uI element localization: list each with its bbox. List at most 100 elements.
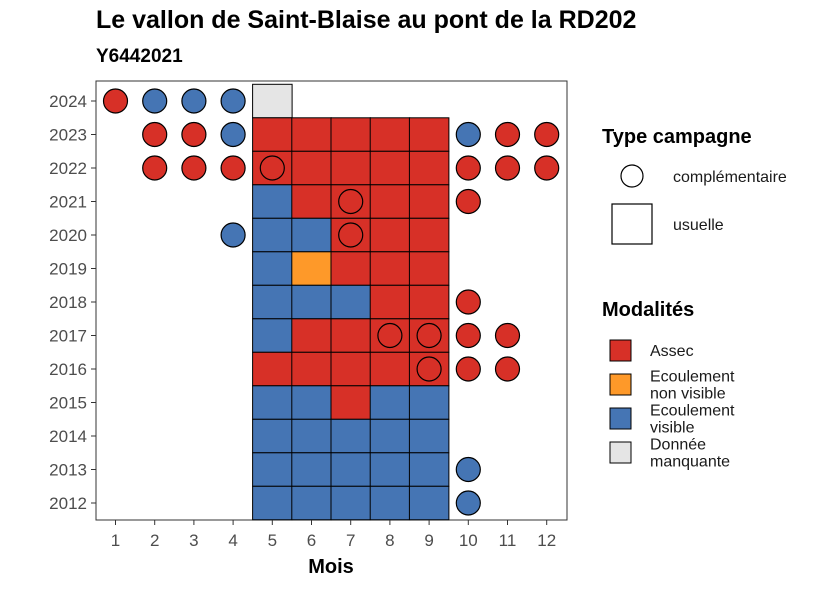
point-2023-2-assec bbox=[142, 121, 168, 148]
point-2021-7-assec bbox=[338, 188, 364, 215]
point-2024-2-ecoulement-visible bbox=[142, 88, 168, 114]
y-tick-label-2016: 2016 bbox=[49, 360, 87, 379]
tile-2024-5-donnee-manquante bbox=[252, 83, 293, 119]
chart-title: Le vallon de Saint-Blaise au pont de la … bbox=[96, 6, 637, 34]
legend-usuelle-key bbox=[611, 203, 653, 245]
point-2024-1-assec bbox=[102, 88, 129, 114]
x-tick-label-2: 2 bbox=[150, 531, 159, 550]
point-2022-4-assec bbox=[220, 155, 246, 181]
point-2016-11-assec bbox=[494, 356, 521, 382]
tile-2021-8-assec bbox=[369, 184, 411, 219]
tile-2013-9-ecoulement-visible bbox=[408, 452, 450, 487]
legend-ecoulement-visible-label: Ecoulement visible bbox=[650, 403, 735, 437]
tile-2013-5-ecoulement-visible bbox=[252, 452, 293, 487]
legend-ecoulement-non-visible-label: Ecoulement non visible bbox=[650, 369, 735, 403]
tile-2015-7-assec bbox=[330, 385, 371, 420]
point-2012-10-ecoulement-visible bbox=[455, 490, 481, 516]
legend-assec-key bbox=[609, 339, 632, 362]
x-tick-label-7: 7 bbox=[346, 531, 355, 550]
point-2018-10-assec bbox=[455, 289, 481, 315]
tile-2013-7-ecoulement-visible bbox=[330, 452, 371, 487]
tile-2023-5-assec bbox=[252, 117, 293, 152]
tile-2019-7-assec bbox=[330, 251, 371, 286]
tile-2023-6-assec bbox=[291, 117, 332, 152]
tile-2015-6-ecoulement-visible bbox=[291, 385, 332, 420]
x-tick-label-10: 10 bbox=[459, 531, 478, 550]
y-tick-label-2023: 2023 bbox=[49, 126, 87, 145]
tile-2019-9-assec bbox=[408, 251, 450, 286]
x-tick-label-3: 3 bbox=[189, 531, 198, 550]
point-2022-5-assec bbox=[259, 155, 285, 181]
y-tick-label-2014: 2014 bbox=[49, 427, 87, 446]
tile-2016-5-assec bbox=[252, 351, 293, 387]
point-2017-9-assec bbox=[416, 322, 442, 349]
point-2017-11-assec bbox=[494, 322, 521, 349]
point-2017-10-assec bbox=[455, 322, 481, 349]
tile-2019-5-ecoulement-visible bbox=[252, 251, 293, 286]
tile-2018-5-ecoulement-visible bbox=[252, 284, 293, 320]
tile-2017-7-assec bbox=[330, 318, 371, 353]
point-2016-9-assec bbox=[416, 356, 442, 382]
tile-2017-5-ecoulement-visible bbox=[252, 318, 293, 353]
y-tick-label-2019: 2019 bbox=[49, 260, 87, 279]
tile-2016-7-assec bbox=[330, 351, 371, 387]
tile-2018-8-assec bbox=[369, 284, 411, 320]
tile-2012-5-ecoulement-visible bbox=[252, 485, 293, 521]
tile-2013-6-ecoulement-visible bbox=[291, 452, 332, 487]
x-tick-label-5: 5 bbox=[268, 531, 277, 550]
tile-2021-6-assec bbox=[291, 184, 332, 219]
y-tick-label-2020: 2020 bbox=[49, 226, 87, 245]
tile-2020-9-assec bbox=[408, 217, 450, 253]
x-tick-label-1: 1 bbox=[111, 531, 120, 550]
legend-modalites: Modalités Assec Ecoulement non visibleEcoul… bbox=[602, 299, 735, 471]
point-2024-4-ecoulement-visible bbox=[220, 88, 246, 114]
tile-2021-9-assec bbox=[408, 184, 450, 219]
x-tick-label-9: 9 bbox=[424, 531, 433, 550]
tile-2018-7-ecoulement-visible bbox=[330, 284, 371, 320]
tile-2020-5-ecoulement-visible bbox=[252, 217, 293, 253]
tile-2023-7-assec bbox=[330, 117, 371, 152]
point-2020-7-assec bbox=[338, 222, 364, 248]
point-2022-12-assec bbox=[534, 155, 560, 181]
point-2022-10-assec bbox=[455, 155, 481, 181]
tile-2014-9-ecoulement-visible bbox=[408, 418, 450, 454]
x-tick-label-11: 11 bbox=[499, 531, 517, 550]
legend-donnee-manquante-label: Donnée manquante bbox=[650, 437, 730, 471]
tile-2022-9-assec bbox=[408, 150, 450, 186]
tile-2022-8-assec bbox=[369, 150, 411, 186]
circle-layer bbox=[102, 88, 560, 516]
point-2013-10-ecoulement-visible bbox=[455, 456, 481, 483]
legend-type-title: Type campagne bbox=[602, 126, 752, 148]
tile-2022-6-assec bbox=[291, 150, 332, 186]
legend-ecoulement-non-visible-key bbox=[609, 373, 632, 396]
tile-2015-5-ecoulement-visible bbox=[252, 385, 293, 420]
point-2022-11-assec bbox=[494, 155, 521, 181]
legend-complementaire-key bbox=[620, 164, 644, 188]
point-2020-4-ecoulement-visible bbox=[220, 222, 246, 248]
y-tick-label-2022: 2022 bbox=[49, 159, 87, 178]
x-tick-label-12: 12 bbox=[537, 531, 556, 550]
tile-2023-9-assec bbox=[408, 117, 450, 152]
point-2024-3-ecoulement-visible bbox=[181, 88, 207, 114]
tile-2013-8-ecoulement-visible bbox=[369, 452, 411, 487]
tile-2016-6-assec bbox=[291, 351, 332, 387]
tile-2015-8-ecoulement-visible bbox=[369, 385, 411, 420]
point-2021-10-assec bbox=[455, 188, 481, 215]
tile-2021-5-ecoulement-visible bbox=[252, 184, 293, 219]
tile-2017-6-assec bbox=[291, 318, 332, 353]
point-2023-3-assec bbox=[181, 121, 207, 148]
tile-2020-8-assec bbox=[369, 217, 411, 253]
y-tick-label-2017: 2017 bbox=[49, 327, 87, 346]
point-2023-12-assec bbox=[534, 121, 560, 148]
tile-2015-9-ecoulement-visible bbox=[408, 385, 450, 420]
tile-2019-6-ecoulement-non-visible bbox=[291, 251, 332, 286]
tile-2023-8-assec bbox=[369, 117, 411, 152]
legend-complementaire-label: complémentaire bbox=[673, 169, 787, 186]
point-2023-4-ecoulement-visible bbox=[220, 121, 246, 148]
legend-ecoulement-visible-key bbox=[609, 407, 632, 430]
point-2023-10-ecoulement-visible bbox=[455, 121, 481, 148]
point-2022-3-assec bbox=[181, 155, 207, 181]
tile-2020-6-ecoulement-visible bbox=[291, 217, 332, 253]
y-tick-label-2015: 2015 bbox=[49, 394, 87, 413]
